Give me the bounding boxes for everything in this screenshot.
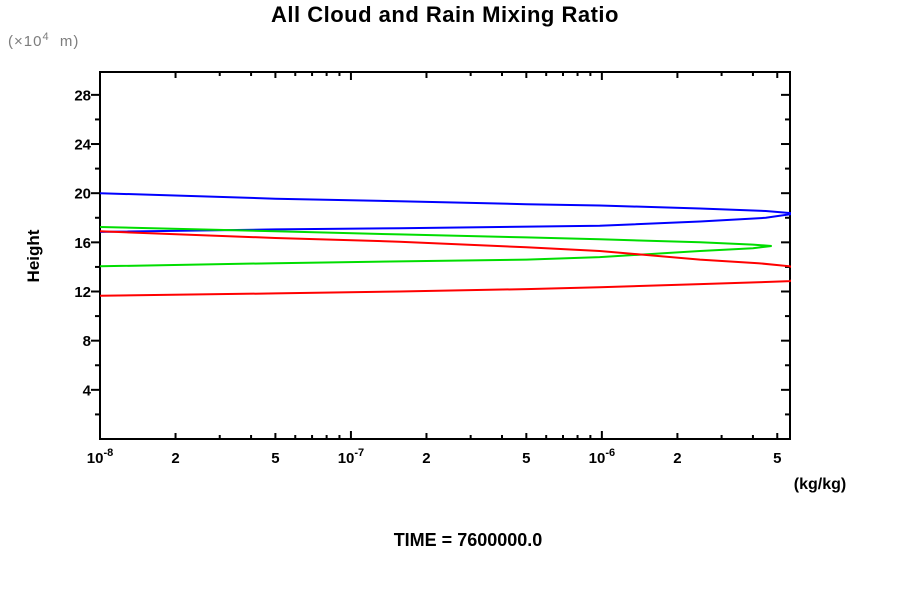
series-blue-profile-line <box>100 192 791 233</box>
x-tick-label: 2 <box>422 450 430 467</box>
y-unit-exponent: 4 <box>42 31 50 43</box>
x-decade-label: 10-8 <box>87 447 113 467</box>
x-tick-label: 2 <box>171 450 179 467</box>
y-axis-unit-label: (×104 m) <box>8 31 79 50</box>
time-caption: TIME = 7600000.0 <box>393 530 543 550</box>
chart-title: All Cloud and Rain Mixing Ratio <box>271 2 619 27</box>
y-tick-label: 12 <box>74 284 91 301</box>
series-red-profile-line <box>100 230 791 297</box>
x-tick-label: 5 <box>773 450 781 467</box>
y-unit-prefix: (×10 <box>8 33 43 50</box>
y-unit-suffix: m) <box>49 33 80 50</box>
x-tick-label: 2 <box>673 450 681 467</box>
y-tick-label: 20 <box>74 186 91 203</box>
axis-frame <box>99 71 791 440</box>
x-axis-unit-label: (kg/kg) <box>793 476 847 493</box>
x-decade-label: 10-7 <box>338 447 364 467</box>
x-tick-label: 5 <box>522 450 530 467</box>
x-tick-label: 5 <box>271 450 279 467</box>
series-green-profile-line <box>100 226 772 268</box>
y-tick-label: 8 <box>83 333 91 350</box>
y-tick-label: 28 <box>74 87 91 104</box>
y-tick-label: 4 <box>83 382 92 399</box>
y-tick-label: 16 <box>74 235 91 252</box>
y-tick-label: 24 <box>74 137 91 154</box>
x-decade-label: 10-6 <box>589 447 615 467</box>
